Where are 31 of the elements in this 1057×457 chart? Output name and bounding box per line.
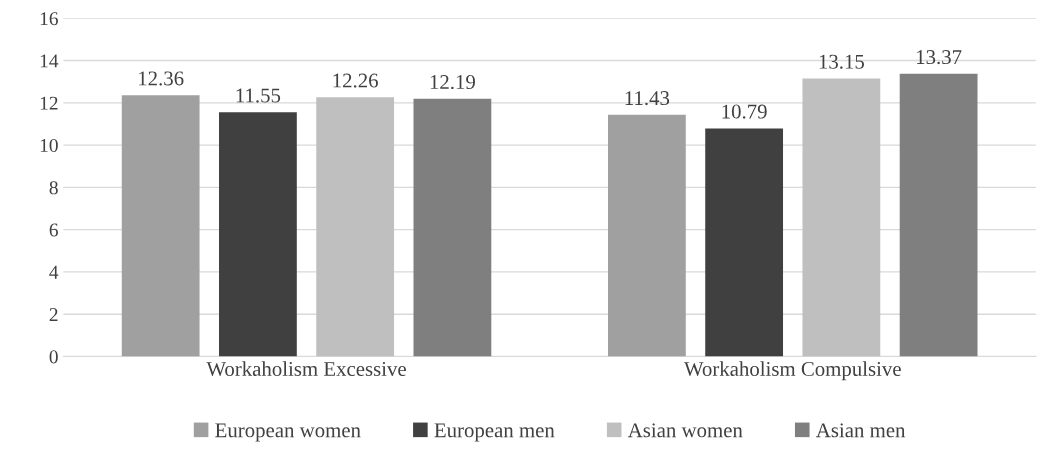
legend-label: Asian women bbox=[627, 423, 743, 438]
data-label: 13.15 bbox=[819, 54, 864, 69]
y-tick-label: 8 bbox=[49, 181, 58, 195]
data-label: 11.43 bbox=[625, 91, 670, 106]
data-label: 12.26 bbox=[333, 73, 378, 88]
y-tick-label: 6 bbox=[49, 223, 58, 237]
y-tick-label: 4 bbox=[49, 265, 59, 279]
y-tick-label: 0 bbox=[49, 350, 58, 364]
y-tick-label: 2 bbox=[49, 308, 58, 321]
bar bbox=[607, 114, 686, 357]
x-tick-label: Workaholism Compulsive bbox=[683, 361, 901, 381]
legend-label: European men bbox=[434, 423, 555, 442]
bar bbox=[121, 95, 200, 357]
data-label: 12.36 bbox=[139, 71, 184, 86]
bar bbox=[413, 98, 492, 357]
legend-label: European women bbox=[215, 423, 361, 442]
bar bbox=[316, 97, 395, 357]
x-tick-label: Workaholism Excessive bbox=[206, 361, 406, 377]
bar bbox=[802, 78, 881, 357]
data-label: 13.37 bbox=[917, 50, 962, 65]
y-tick-label: 12 bbox=[40, 96, 58, 110]
y-tick-label: 14 bbox=[40, 54, 59, 68]
data-label: 12.19 bbox=[430, 75, 475, 90]
legend-label: Asian men bbox=[816, 423, 906, 438]
bar bbox=[899, 73, 978, 357]
y-tick-label: 16 bbox=[40, 12, 58, 26]
bar bbox=[219, 112, 297, 357]
data-label: 11.55 bbox=[236, 88, 281, 103]
data-label: 10.79 bbox=[722, 104, 767, 119]
y-tick-label: 10 bbox=[40, 138, 58, 153]
bar bbox=[705, 128, 784, 357]
